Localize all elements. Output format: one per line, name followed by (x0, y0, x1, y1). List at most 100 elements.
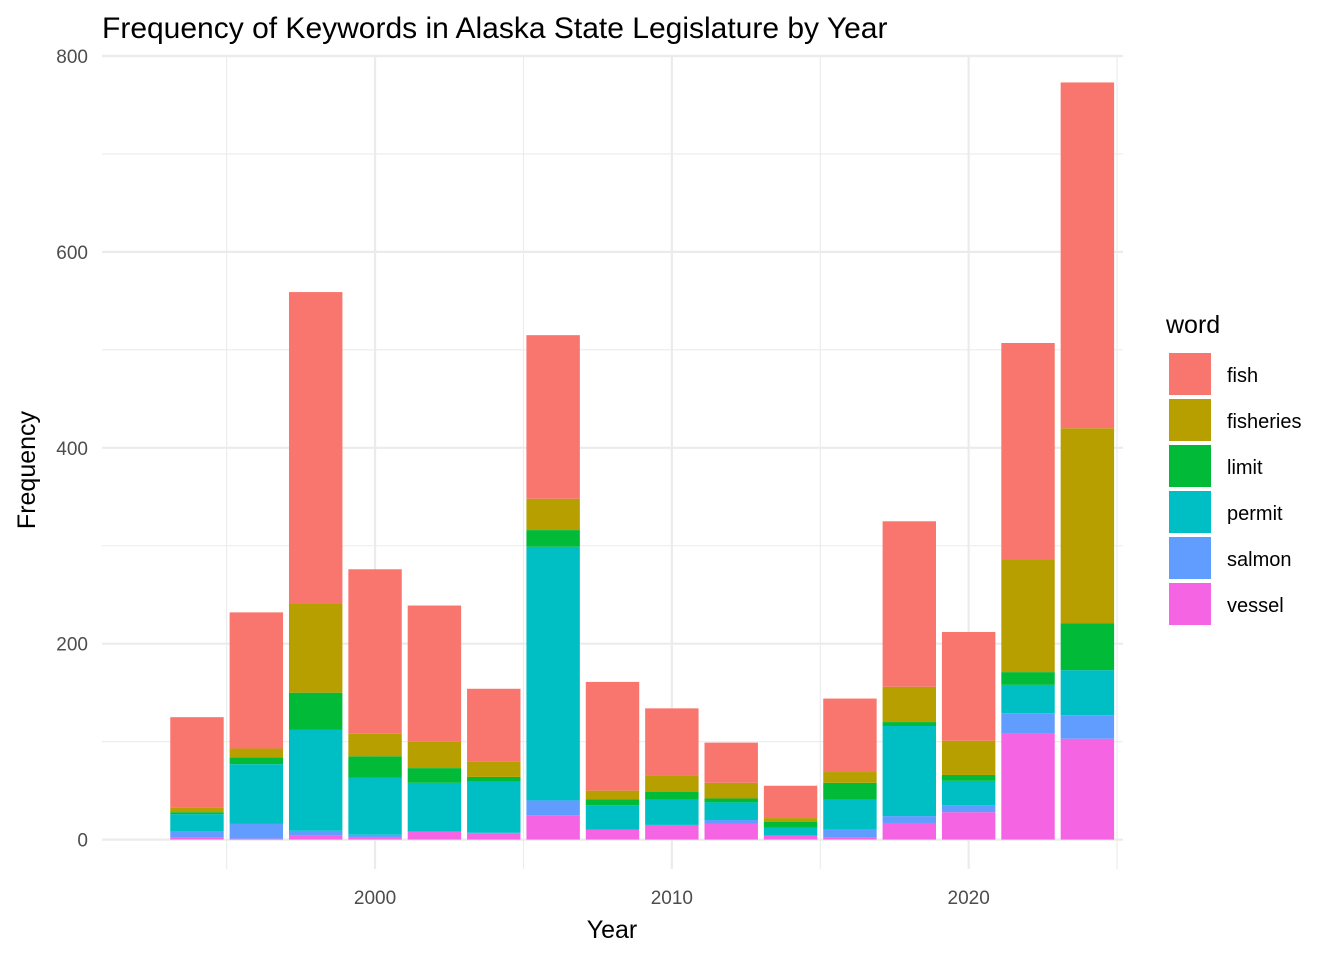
bar-segment-salmon (823, 829, 877, 838)
bar-segment-fisheries (526, 498, 580, 531)
bar-segment-fisheries (170, 807, 224, 813)
bar-segment-vessel (704, 823, 758, 840)
bar-segment-salmon (704, 820, 758, 824)
bar-segment-permit (526, 546, 580, 801)
bar-segment-vessel (229, 838, 284, 840)
bar-segment-vessel (526, 815, 580, 840)
bar-segment-vessel (585, 829, 640, 840)
legend-swatch-salmon (1169, 537, 1211, 579)
bar-segment-limit (585, 799, 640, 806)
bar-segment-vessel (467, 833, 521, 840)
bar-segment-permit (407, 782, 462, 832)
y-tick-label: 600 (56, 243, 88, 264)
bar-segment-salmon (882, 816, 937, 823)
bar-segment-permit (1001, 684, 1055, 714)
bar-segment-salmon (467, 832, 521, 834)
bar-segment-permit (704, 802, 758, 821)
bar-segment-fish (585, 681, 640, 791)
bar-segment-vessel (288, 835, 343, 840)
bar-segment-permit (348, 777, 402, 835)
bar-segment-vessel (882, 822, 937, 840)
bar-segment-vessel (348, 837, 402, 840)
bar-segment-vessel (823, 837, 877, 840)
bar-segment-limit (882, 722, 937, 726)
legend-swatch-limit (1169, 445, 1211, 487)
legend-label-permit: permit (1227, 503, 1283, 525)
bar-segment-fish (288, 292, 343, 604)
bar-segment-limit (288, 692, 343, 730)
bars (170, 82, 1115, 840)
bar-segment-fish (229, 612, 284, 749)
y-tick-label: 200 (56, 635, 88, 656)
bar-segment-limit (526, 530, 580, 547)
bar-segment-permit (823, 799, 877, 830)
x-tick-label: 2000 (354, 888, 396, 909)
bar-segment-permit (288, 729, 343, 831)
legend-label-salmon: salmon (1227, 549, 1291, 571)
bar-segment-fish (526, 335, 580, 499)
legend-title: word (1165, 311, 1220, 339)
bar-segment-fish (941, 631, 996, 741)
bar-segment-limit (941, 774, 996, 781)
bar-segment-vessel (645, 824, 699, 840)
bar-segment-fish (763, 785, 818, 819)
axis-ticks: 0 200 400 600 800 2000 2010 2020 (56, 47, 990, 909)
bar-segment-permit (229, 764, 284, 824)
bar-segment-salmon (1060, 715, 1115, 739)
bar-segment-fisheries (585, 790, 640, 800)
bar-segment-limit (645, 791, 699, 800)
legend-label-fisheries: fisheries (1227, 411, 1301, 433)
x-tick-label: 2020 (948, 888, 990, 909)
legend-label-fish: fish (1227, 365, 1258, 387)
bar-segment-permit (645, 799, 699, 825)
bar-segment-vessel (941, 812, 996, 840)
legend-label-vessel: vessel (1227, 595, 1284, 617)
bar-segment-limit (170, 812, 224, 815)
bar-segment-fish (407, 605, 462, 742)
bar-segment-limit (407, 768, 462, 783)
bar-segment-vessel (1001, 733, 1055, 840)
bar-segment-vessel (1060, 738, 1115, 840)
legend: word fish fisheries limit permit salmon vesse… (1165, 311, 1301, 625)
bar-segment-vessel (407, 831, 462, 840)
legend-swatch-fish (1169, 353, 1211, 395)
bar-segment-permit (763, 827, 818, 836)
bar-segment-limit (467, 776, 521, 782)
bar-segment-fisheries (467, 761, 521, 777)
bar-segment-limit (229, 757, 284, 765)
x-axis-title: Year (587, 916, 638, 944)
bar-segment-fish (467, 688, 521, 762)
y-tick-label: 800 (56, 47, 88, 68)
bar-segment-salmon (526, 800, 580, 816)
bar-segment-fisheries (229, 748, 284, 758)
bar-segment-fisheries (645, 775, 699, 792)
bar-segment-fish (1001, 342, 1055, 560)
legend-swatch-fisheries (1169, 399, 1211, 441)
bar-segment-permit (1060, 670, 1115, 716)
y-tick-label: 0 (77, 831, 88, 852)
bar-segment-salmon (229, 823, 284, 839)
bar-segment-salmon (348, 834, 402, 838)
bar-segment-fish (704, 742, 758, 783)
legend-swatch-permit (1169, 491, 1211, 533)
bar-segment-fisheries (288, 603, 343, 693)
bar-segment-permit (882, 725, 937, 817)
bar-segment-fisheries (1060, 428, 1115, 624)
bar-segment-vessel (170, 837, 224, 840)
bar-segment-fisheries (348, 733, 402, 757)
bar-segment-limit (1060, 623, 1115, 671)
y-axis-title: Frequency (13, 410, 41, 529)
bar-segment-permit (941, 780, 996, 806)
legend-swatch-vessel (1169, 583, 1211, 625)
bar-segment-fisheries (941, 740, 996, 775)
bar-segment-permit (170, 814, 224, 832)
bar-segment-limit (763, 821, 818, 828)
bar-segment-limit (348, 756, 402, 778)
bar-segment-fish (882, 521, 937, 687)
bar-segment-fisheries (882, 686, 937, 723)
x-tick-label: 2010 (651, 888, 693, 909)
bar-segment-vessel (763, 835, 818, 840)
bar-segment-salmon (288, 830, 343, 836)
